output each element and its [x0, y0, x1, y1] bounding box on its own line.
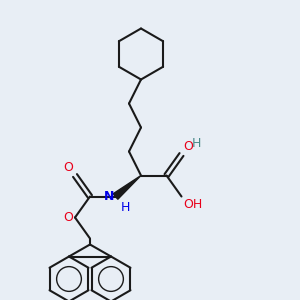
Polygon shape	[113, 176, 141, 199]
Text: N: N	[103, 190, 114, 203]
Text: OH: OH	[183, 198, 202, 211]
Text: H: H	[121, 201, 130, 214]
Text: O: O	[64, 161, 74, 174]
Text: H: H	[192, 137, 201, 150]
Text: O: O	[183, 140, 193, 153]
Text: O: O	[64, 211, 74, 224]
